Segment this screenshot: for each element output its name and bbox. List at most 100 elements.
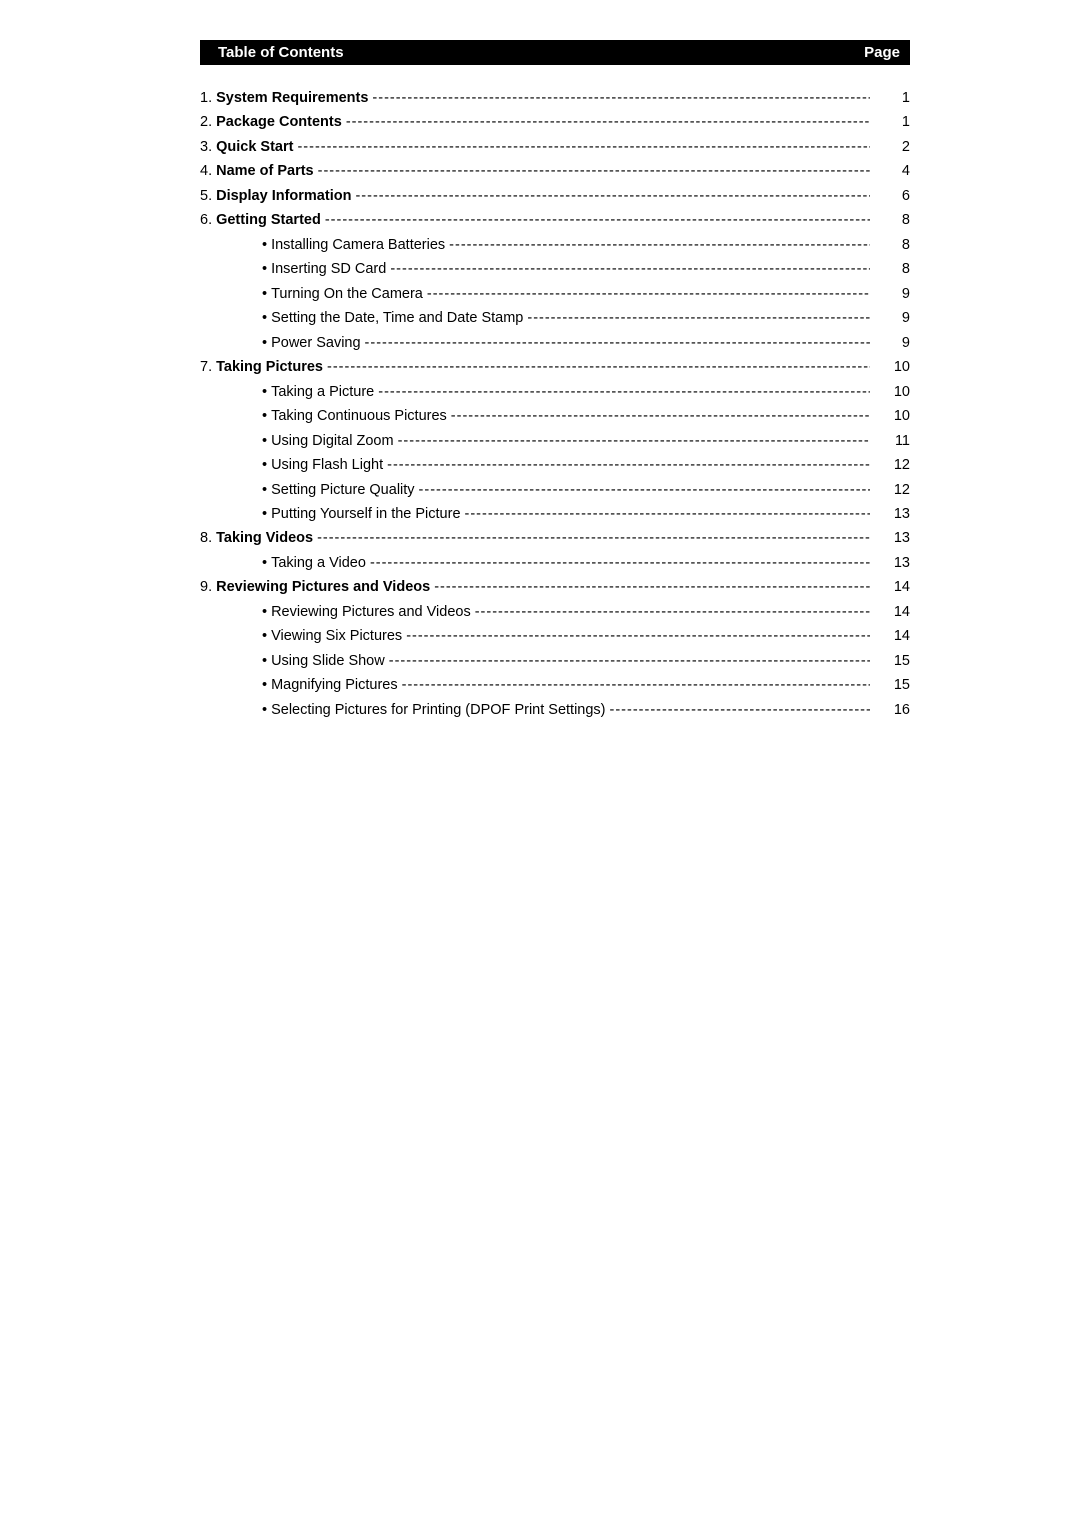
toc-row: 5.Display Information 6: [200, 185, 910, 207]
toc-row: •Selecting Pictures for Printing (DPOF P…: [200, 699, 910, 721]
toc-entry-page: 10: [870, 405, 910, 427]
toc-leader-dashes: [527, 307, 870, 329]
toc-header-bar: Table of Contents Page: [200, 40, 910, 65]
toc-entry-page: 4: [870, 160, 910, 182]
toc-entry-page: 14: [870, 625, 910, 647]
toc-row: 4.Name of Parts4: [200, 160, 910, 182]
toc-entry-number: •: [262, 503, 267, 525]
toc-entry-number: 7.: [200, 356, 212, 378]
toc-entry-page: 9: [870, 332, 910, 354]
toc-entry-number: 9.: [200, 576, 212, 598]
toc-row: •Taking a Picture10: [200, 381, 910, 403]
toc-leader-dashes: [610, 699, 870, 721]
toc-entry-number: •: [262, 234, 267, 256]
toc-entry-page: 13: [870, 503, 910, 525]
toc-entry-title: Putting Yourself in the Picture: [271, 503, 460, 525]
toc-entry-number: •: [262, 381, 267, 403]
toc-entry-number: •: [262, 601, 267, 623]
toc-leader-dashes: [317, 527, 870, 549]
toc-row: •Taking a Video 13: [200, 552, 910, 574]
toc-entry-page: 13: [870, 527, 910, 549]
toc-row: 6.Getting Started8: [200, 209, 910, 231]
toc-row: •Setting the Date, Time and Date Stamp9: [200, 307, 910, 329]
toc-entry-title: Magnifying Pictures: [271, 674, 398, 696]
toc-row: •Using Slide Show 15: [200, 650, 910, 672]
toc-entry-title: Using Slide Show: [271, 650, 385, 672]
toc-entry-page: 10: [870, 356, 910, 378]
toc-header-page-label: Page: [864, 44, 900, 61]
toc-entry-page: 8: [870, 234, 910, 256]
toc-entry-number: •: [262, 454, 267, 476]
toc-row: 3.Quick Start 2: [200, 136, 910, 158]
toc-entry-number: •: [262, 283, 267, 305]
toc-entry-title: Power Saving: [271, 332, 360, 354]
toc-leader-dashes: [427, 283, 870, 305]
toc-entry-page: 1: [870, 87, 910, 109]
toc-entry-page: 11: [870, 430, 910, 452]
toc-entry-title: Using Flash Light: [271, 454, 383, 476]
toc-leader-dashes: [327, 356, 870, 378]
toc-row: 7.Taking Pictures 10: [200, 356, 910, 378]
toc-leader-dashes: [451, 405, 870, 427]
toc-entry-title: Taking Pictures: [216, 356, 323, 378]
toc-entry-page: 10: [870, 381, 910, 403]
toc-row: •Using Digital Zoom11: [200, 430, 910, 452]
toc-row: •Setting Picture Quality12: [200, 479, 910, 501]
toc-entry-page: 12: [870, 454, 910, 476]
toc-header-title: Table of Contents: [218, 44, 344, 61]
toc-entry-title: Quick Start: [216, 136, 293, 158]
toc-entry-title: Inserting SD Card: [271, 258, 386, 280]
toc-entry-title: Setting Picture Quality: [271, 479, 414, 501]
toc-entry-title: Using Digital Zoom: [271, 430, 394, 452]
toc-entry-title: Display Information: [216, 185, 351, 207]
toc-row: 8.Taking Videos13: [200, 527, 910, 549]
toc-entry-number: •: [262, 258, 267, 280]
toc-list: 1.System Requirements12.Package Contents…: [200, 87, 910, 721]
toc-entry-title: Reviewing Pictures and Videos: [216, 576, 430, 598]
toc-entry-title: Selecting Pictures for Printing (DPOF Pr…: [271, 699, 605, 721]
toc-entry-number: •: [262, 332, 267, 354]
toc-leader-dashes: [318, 160, 870, 182]
toc-entry-number: 5.: [200, 185, 212, 207]
toc-leader-dashes: [389, 650, 870, 672]
toc-entry-page: 9: [870, 307, 910, 329]
toc-entry-page: 15: [870, 674, 910, 696]
toc-entry-number: 8.: [200, 527, 212, 549]
toc-entry-number: •: [262, 625, 267, 647]
toc-leader-dashes: [406, 625, 870, 647]
toc-entry-number: 1.: [200, 87, 212, 109]
toc-entry-page: 13: [870, 552, 910, 574]
toc-entry-number: 3.: [200, 136, 212, 158]
toc-entry-number: •: [262, 650, 267, 672]
toc-entry-title: Taking a Video: [271, 552, 366, 574]
page: Table of Contents Page 1.System Requirem…: [0, 0, 1080, 1527]
toc-entry-page: 14: [870, 601, 910, 623]
toc-row: •Taking Continuous Pictures10: [200, 405, 910, 427]
toc-entry-title: Reviewing Pictures and Videos: [271, 601, 471, 623]
toc-leader-dashes: [475, 601, 870, 623]
toc-leader-dashes: [398, 430, 870, 452]
toc-entry-number: •: [262, 405, 267, 427]
toc-row: •Putting Yourself in the Picture 13: [200, 503, 910, 525]
toc-entry-page: 2: [870, 136, 910, 158]
toc-leader-dashes: [378, 381, 870, 403]
toc-entry-title: Turning On the Camera: [271, 283, 423, 305]
toc-entry-page: 8: [870, 258, 910, 280]
toc-entry-title: Package Contents: [216, 111, 342, 133]
toc-entry-number: 2.: [200, 111, 212, 133]
toc-entry-page: 15: [870, 650, 910, 672]
toc-entry-number: •: [262, 552, 267, 574]
toc-entry-page: 6: [870, 185, 910, 207]
toc-row: •Viewing Six Pictures14: [200, 625, 910, 647]
toc-leader-dashes: [372, 87, 870, 109]
toc-leader-dashes: [297, 136, 870, 158]
toc-entry-number: •: [262, 699, 267, 721]
toc-row: 1.System Requirements1: [200, 87, 910, 109]
toc-leader-dashes: [449, 234, 870, 256]
toc-entry-title: Installing Camera Batteries: [271, 234, 445, 256]
toc-leader-dashes: [365, 332, 870, 354]
toc-entry-page: 14: [870, 576, 910, 598]
toc-leader-dashes: [355, 185, 870, 207]
toc-leader-dashes: [346, 111, 870, 133]
toc-entry-number: •: [262, 479, 267, 501]
